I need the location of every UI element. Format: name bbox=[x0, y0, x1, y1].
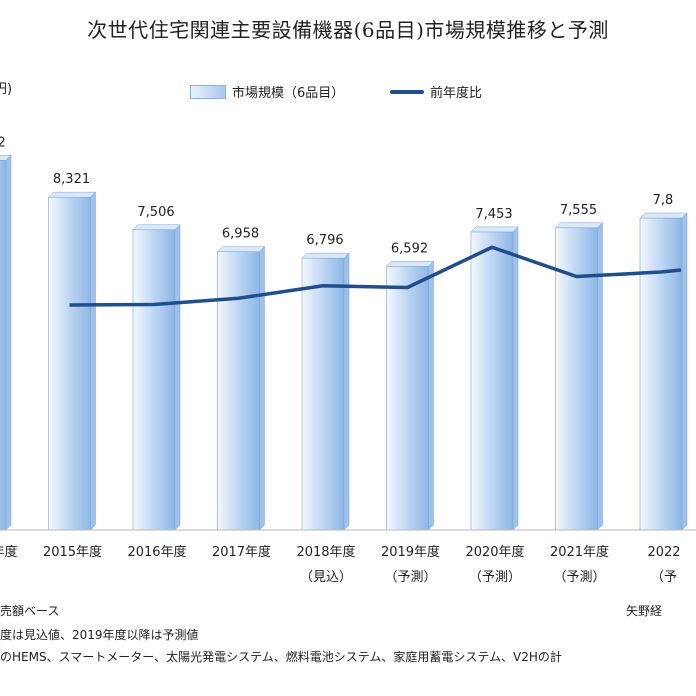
x-tick-label-8: 2022 bbox=[647, 545, 680, 560]
bar-3 bbox=[217, 251, 260, 531]
bar-value-label-7: 7,555 bbox=[560, 203, 597, 218]
bar-8 bbox=[639, 217, 683, 531]
x-tick-label-7: 2021年度 bbox=[550, 544, 609, 560]
bar-side-7 bbox=[597, 222, 603, 531]
legend-bar-label: 市場規模（6品目） bbox=[232, 86, 345, 101]
x-tick-label-1: 2015年度 bbox=[43, 544, 102, 560]
bar-side-6 bbox=[512, 226, 519, 531]
note-line-1: 売額ベース bbox=[0, 604, 60, 618]
bar-cap-5 bbox=[385, 261, 435, 267]
bar-cap-8 bbox=[639, 212, 688, 219]
legend-bar-series: 市場規模（6品目） bbox=[190, 82, 344, 101]
bar-cap-7 bbox=[554, 222, 604, 229]
bar-value-label-4: 6,796 bbox=[306, 233, 343, 248]
legend-line-swatch bbox=[390, 89, 424, 94]
bar-5 bbox=[386, 266, 429, 531]
bar-0 bbox=[0, 160, 7, 531]
legend-bar-swatch bbox=[190, 84, 226, 99]
bar-6 bbox=[470, 231, 514, 531]
note-line-3: のHEMS、スマートメーター、太陽光発電システム、燃料電池システム、家庭用蓄電シ… bbox=[0, 650, 562, 664]
legend-line-series: 前年度比 bbox=[390, 82, 482, 101]
bar-value-label-1: 8,321 bbox=[53, 172, 90, 187]
x-tick-label-6: 2020年度 bbox=[465, 544, 524, 560]
bar-side-4 bbox=[343, 252, 350, 531]
bar-side-5 bbox=[428, 260, 434, 531]
note-line-2: 度は見込値、2019年度以降は予測値 bbox=[0, 628, 199, 642]
bar-value-label-3: 6,958 bbox=[222, 227, 259, 242]
bar-value-label-5: 6,592 bbox=[391, 241, 428, 256]
x-tick-label-4: 2018年度 bbox=[296, 544, 355, 560]
x-tick-sublabel-6: （予測） bbox=[469, 570, 521, 585]
bar-value-label-6: 7,453 bbox=[475, 207, 512, 222]
x-tick-sublabel-4: （見込） bbox=[300, 570, 352, 585]
bar-cap-4 bbox=[301, 252, 350, 259]
bar-cap-6 bbox=[470, 226, 519, 233]
bar-side-1 bbox=[90, 191, 96, 531]
bar-1 bbox=[48, 196, 91, 531]
bar-value-label-8: 7,8 bbox=[653, 193, 674, 208]
bar-cap-1 bbox=[47, 191, 97, 198]
bar-4 bbox=[301, 257, 345, 531]
legend-line-label: 前年度比 bbox=[430, 86, 483, 101]
chart-title: 次世代住宅関連主要設備機器(6品目)市場規模推移と予測 bbox=[87, 18, 609, 42]
x-tick-label-3: 2017年度 bbox=[212, 544, 271, 560]
bar-value-label-0: 9,242 bbox=[0, 135, 6, 150]
bar-side-2 bbox=[174, 224, 181, 531]
bar-side-8 bbox=[681, 212, 688, 531]
bar-side-0 bbox=[5, 154, 12, 531]
x-tick-sublabel-8: （予 bbox=[651, 570, 677, 585]
source-note: 矢野経 bbox=[626, 604, 663, 618]
bar-2 bbox=[132, 229, 176, 531]
x-tick-sublabel-5: （予測） bbox=[384, 570, 436, 585]
x-tick-sublabel-7: （予測） bbox=[553, 570, 605, 585]
bar-value-label-2: 7,506 bbox=[137, 205, 174, 220]
bar-cap-3 bbox=[216, 246, 266, 252]
bar-side-3 bbox=[259, 246, 265, 531]
unit-label: 円) bbox=[0, 82, 13, 97]
x-tick-label-0: 2014年度 bbox=[0, 544, 18, 560]
bar-cap-2 bbox=[132, 224, 181, 231]
x-tick-label-5: 2019年度 bbox=[381, 544, 440, 560]
x-tick-label-2: 2016年度 bbox=[127, 544, 186, 560]
